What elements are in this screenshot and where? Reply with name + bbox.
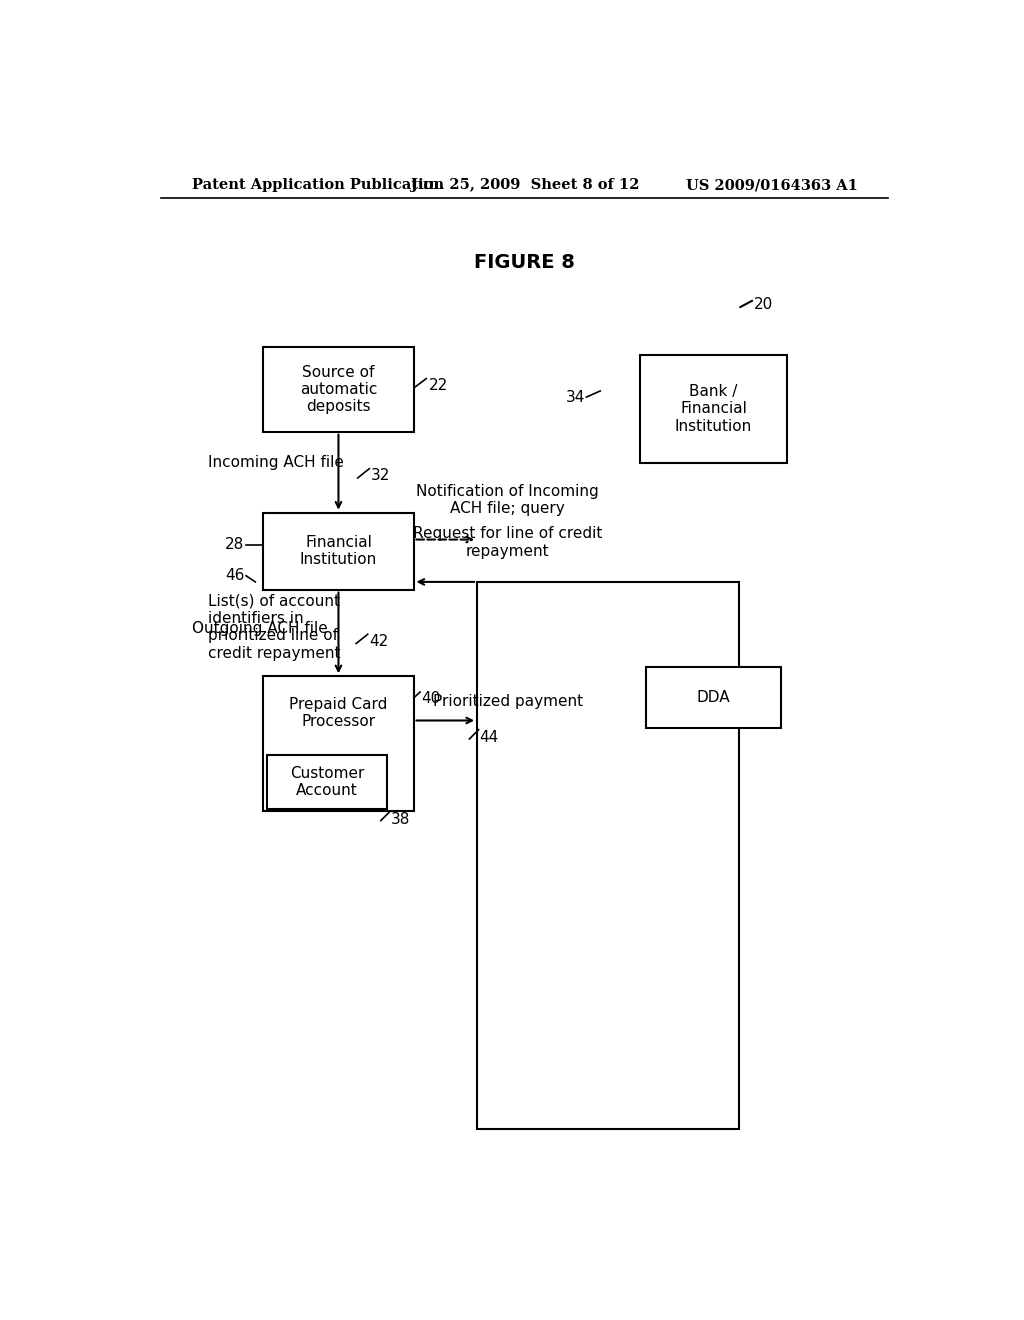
Bar [263, 347, 414, 432]
Text: Bank /
Financial
Institution: Bank / Financial Institution [675, 384, 752, 433]
Text: 44: 44 [479, 730, 499, 744]
Bar [263, 676, 414, 810]
Text: Source of
automatic
deposits: Source of automatic deposits [300, 364, 377, 414]
Text: 32: 32 [371, 469, 390, 483]
Bar [640, 355, 786, 462]
Bar [263, 512, 414, 590]
Text: 28: 28 [225, 537, 245, 553]
Text: Notification of Incoming
ACH file; query: Notification of Incoming ACH file; query [417, 484, 599, 516]
Text: Request for line of credit
repayment: Request for line of credit repayment [413, 527, 602, 558]
Text: Outgoing ACH file: Outgoing ACH file [193, 620, 328, 636]
Text: Financial
Institution: Financial Institution [300, 535, 377, 568]
Text: US 2009/0164363 A1: US 2009/0164363 A1 [685, 178, 857, 193]
Text: 40: 40 [422, 692, 441, 706]
Bar [477, 582, 739, 1129]
Text: DDA: DDA [696, 690, 730, 705]
Text: Prioritized payment: Prioritized payment [433, 694, 583, 709]
Text: List(s) of account
identifiers in
prioritized line of
credit repayment: List(s) of account identifiers in priori… [208, 594, 340, 660]
Text: 46: 46 [225, 568, 245, 583]
Text: 34: 34 [565, 389, 585, 405]
Bar [267, 755, 387, 809]
Bar [646, 667, 781, 729]
Text: Jun. 25, 2009  Sheet 8 of 12: Jun. 25, 2009 Sheet 8 of 12 [411, 178, 639, 193]
Text: 22: 22 [429, 378, 447, 393]
Text: Customer
Account: Customer Account [290, 766, 365, 799]
Text: Prepaid Card
Processor: Prepaid Card Processor [289, 697, 388, 729]
Text: Incoming ACH file: Incoming ACH file [208, 455, 343, 470]
Text: 20: 20 [755, 297, 773, 313]
Text: 38: 38 [391, 812, 411, 826]
Text: 42: 42 [370, 635, 388, 649]
Text: Patent Application Publication: Patent Application Publication [193, 178, 444, 193]
Text: FIGURE 8: FIGURE 8 [474, 253, 575, 272]
